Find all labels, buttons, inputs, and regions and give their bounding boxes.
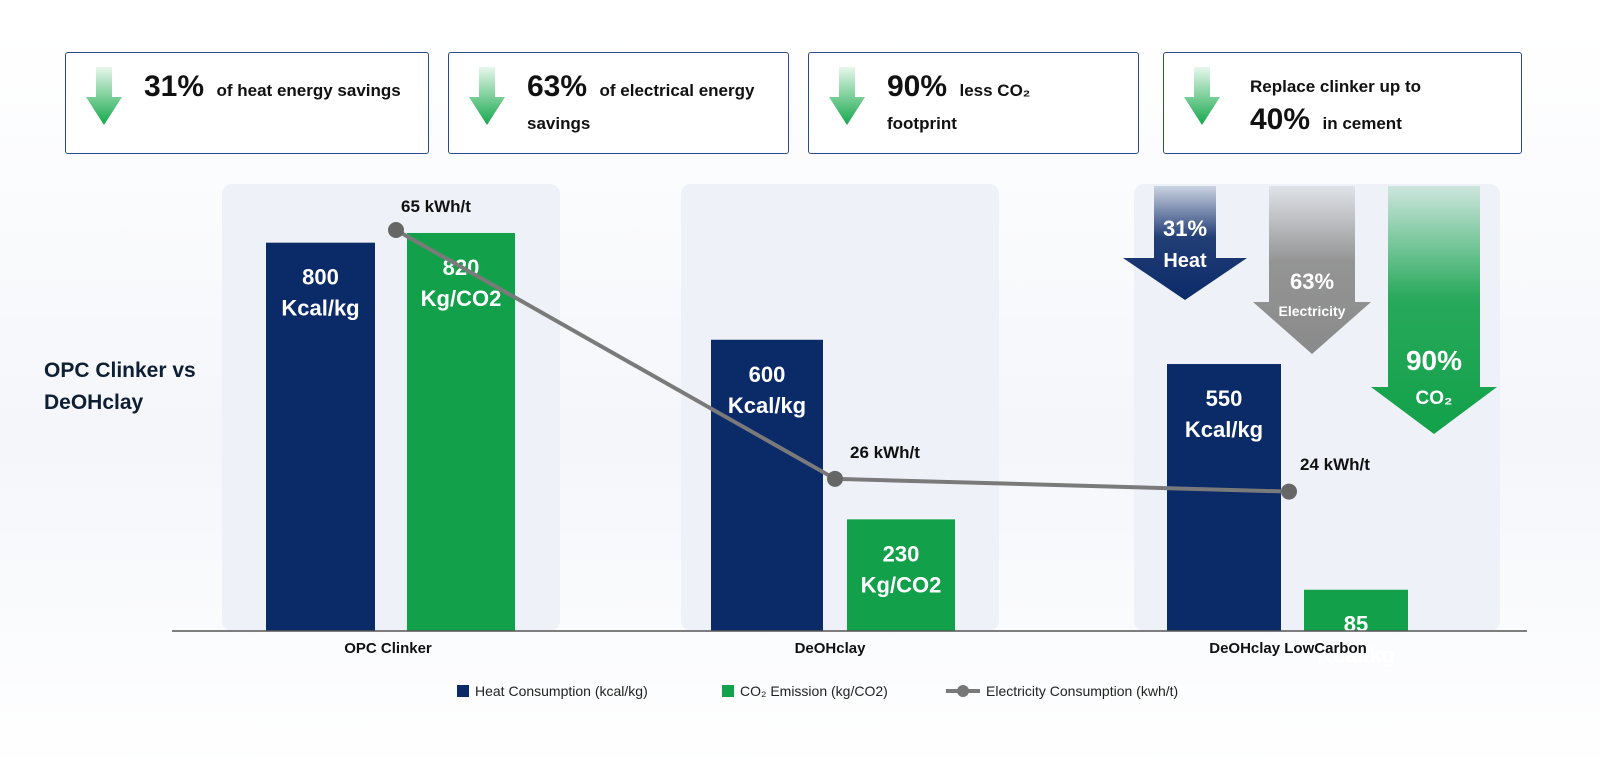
stat-value: 90% — [887, 70, 948, 103]
legend-marker — [957, 685, 969, 697]
bar-data-label: 800 — [302, 265, 339, 290]
down-arrow-icon — [469, 67, 505, 125]
stat-card-electrical: 63% of electrical energy savings — [448, 52, 789, 154]
bar-heat — [711, 339, 823, 631]
reduction-value: 31% — [1163, 216, 1207, 241]
reduction-arrow — [1253, 186, 1371, 354]
legend-swatch — [722, 685, 734, 697]
down-arrow-shape — [469, 67, 505, 125]
stat-text: of heat energy savings — [216, 81, 401, 100]
legend-item-co2: CO₂ Emission (kg/CO2) — [722, 683, 888, 699]
stat-value: 31% — [144, 70, 205, 103]
category-label: OPC Clinker — [344, 640, 432, 657]
reduction-label: Electricity — [1279, 303, 1346, 319]
bar-heat — [1167, 364, 1281, 631]
reduction-arrow — [1123, 186, 1247, 300]
stat-text-line2: savings — [527, 114, 591, 133]
stat-card-heat: 31% of heat energy savings — [65, 52, 429, 154]
down-arrow-icon — [86, 67, 122, 125]
bar-data-label: Kcal/kg — [1317, 643, 1395, 668]
stat-value: 40% — [1250, 103, 1311, 136]
stat-text: less CO₂ — [959, 81, 1031, 100]
stat-text: Replace clinker up to — [1250, 77, 1421, 96]
down-arrow-icon — [1184, 67, 1220, 125]
bar-co2 — [407, 232, 515, 632]
bar-co2 — [1304, 589, 1408, 631]
category-label: DeOHclay LowCarbon — [1209, 640, 1367, 657]
bar-data-label: 600 — [749, 362, 786, 387]
bar-data-label: Kcal/kg — [1185, 417, 1263, 442]
legend-label: Electricity Consumption (kwh/t) — [986, 683, 1178, 699]
bar-data-label: Kcal/kg — [728, 393, 806, 418]
legend-label: Heat Consumption (kcal/kg) — [475, 683, 648, 699]
stat-text-tail: in cement — [1322, 114, 1402, 133]
legend-item-heat: Heat Consumption (kcal/kg) — [457, 683, 648, 699]
electricity-point — [827, 470, 843, 487]
stat-card-co2: 90% less CO₂ footprint — [808, 52, 1139, 154]
bar-data-label: Kg/CO2 — [421, 286, 502, 311]
bar-data-label: Kcal/kg — [281, 296, 359, 321]
reduction-value: 63% — [1290, 269, 1334, 294]
bar-data-label: 550 — [1206, 386, 1243, 411]
electricity-data-label: 65 kWh/t — [401, 197, 471, 216]
bar-data-label: 230 — [883, 541, 920, 566]
down-arrow-shape — [829, 67, 865, 125]
down-arrow-shape — [86, 67, 122, 125]
stat-text-line2: footprint — [887, 114, 957, 133]
stat-text: of electrical energy — [599, 81, 755, 100]
bar-data-label: Kg/CO2 — [861, 572, 942, 597]
bar-co2 — [847, 519, 955, 631]
bar-data-label: 85 — [1344, 612, 1368, 637]
reduction-label: CO₂ — [1416, 388, 1453, 409]
electricity-data-label: 26 kWh/t — [850, 443, 920, 462]
bar-heat — [266, 242, 375, 631]
electricity-data-label: 24 kWh/t — [1300, 455, 1370, 474]
legend-label: CO₂ Emission (kg/CO2) — [740, 683, 888, 699]
stat-value: 63% — [527, 70, 588, 103]
reduction-value: 90% — [1406, 345, 1462, 376]
legend-swatch — [457, 685, 469, 697]
electricity-point — [1281, 483, 1297, 500]
legend-item-electricity: Electricity Consumption (kwh/t) — [946, 683, 1178, 699]
category-label: DeOHclay — [795, 640, 867, 657]
reduction-label: Heat — [1163, 250, 1207, 272]
down-arrow-icon — [829, 67, 865, 125]
down-arrow-shape — [1184, 67, 1220, 125]
reduction-arrow — [1371, 186, 1497, 434]
stat-card-clinker: Replace clinker up to 40% in cement — [1163, 52, 1522, 154]
chart-side-title: OPC Clinker vs DeOHclay — [44, 359, 196, 414]
electricity-point — [388, 222, 404, 238]
